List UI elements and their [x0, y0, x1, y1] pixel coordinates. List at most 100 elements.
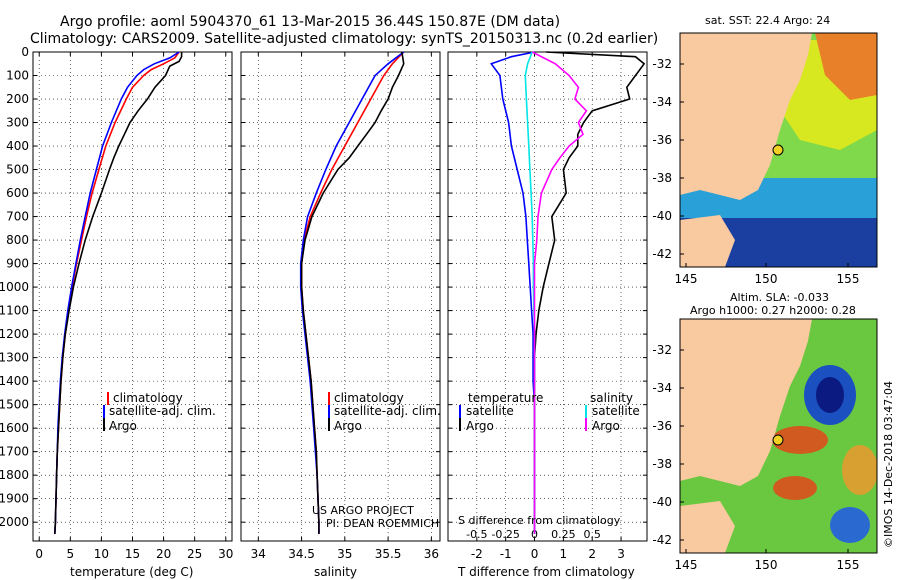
sst-tasmania [680, 215, 735, 267]
sst-hot-spot [815, 33, 877, 100]
salinity-legend: climatology satellite-adj. clim. Argo [328, 391, 441, 433]
depth-tick-label: 1500 [0, 398, 29, 412]
x-tick-label: 2 [588, 547, 596, 561]
map-x-tick-label: 150 [755, 272, 778, 286]
sla-map [679, 318, 878, 554]
salinity-panel [240, 51, 441, 542]
map-y-tick-label: -32 [652, 57, 672, 71]
depth-tick-label: 1900 [0, 492, 29, 506]
profile-lines [54, 51, 646, 534]
legend-label-climatology: climatology [113, 391, 183, 405]
title-line-1: Argo profile: aoml 5904370_61 13-Mar-201… [60, 14, 560, 30]
x-tick-label: 35 [337, 547, 352, 561]
difference-x-ticks: -2 -1 0 1 2 3 [471, 52, 625, 561]
sst-map-ticks: 145 150 155 -32 -34 -36 -38 -40 -42 [652, 57, 859, 286]
depth-tick-label: 1300 [0, 351, 29, 365]
x-tick-label: 34.5 [288, 547, 315, 561]
map-y-tick-label: -42 [652, 247, 672, 261]
map-y-tick-label: -42 [652, 533, 672, 547]
sst-argo-position-icon [772, 144, 784, 156]
depth-tick-label: 300 [6, 116, 29, 130]
depth-tick-label: 0 [21, 45, 29, 59]
depth-axis: 0 100 200 300 400 500 600 700 800 900 1000 1100 1200… [0, 45, 647, 529]
map-x-tick-label: 155 [837, 272, 860, 286]
map-y-tick-label: -36 [652, 419, 672, 433]
sla-low-2 [830, 507, 870, 543]
difference-top-ticks: -0.5 -0.25 0 0.25 0.5 [466, 528, 601, 541]
x-tick-label: 1 [560, 547, 568, 561]
map-y-tick-label: -32 [652, 343, 672, 357]
sla-tasmania [680, 501, 735, 553]
series-line-t-argo [533, 51, 646, 534]
top-tick-label: 0.25 [551, 528, 576, 541]
depth-tick-label: 2000 [0, 515, 29, 529]
x-tick-label: 30 [218, 547, 233, 561]
top-tick-label: -0.25 [491, 528, 519, 541]
sla-argo-position-icon [772, 434, 784, 446]
x-tick-label: 20 [156, 547, 171, 561]
difference-panel [447, 51, 648, 542]
map-y-tick-label: -38 [652, 171, 672, 185]
depth-tick-label: 1100 [0, 304, 29, 318]
sst-map [679, 32, 878, 268]
difference-top-label: S difference from climatology [458, 514, 621, 527]
sla-land [680, 319, 812, 486]
x-tick-label: 25 [187, 547, 202, 561]
imos-stamp: ©IMOS 14-Dec-2018 03:47:04 [882, 381, 895, 548]
x-tick-label: 34 [251, 547, 266, 561]
depth-tick-label: 1600 [0, 421, 29, 435]
x-tick-label: 3 [617, 547, 625, 561]
gridlines [33, 51, 647, 541]
legend-label-argo: Argo [334, 419, 362, 433]
map-y-tick-label: -34 [652, 381, 672, 395]
sla-map-title-1: Altim. SLA: -0.033 [730, 291, 829, 304]
legend-label-satellite: satellite-adj. clim. [334, 404, 441, 418]
map-x-tick-label: 145 [675, 558, 698, 572]
x-tick-label: 0 [531, 547, 539, 561]
temperature-x-ticks: 0 5 10 15 20 25 30 [35, 52, 233, 561]
temperature-legend: climatology satellite-adj. clim. Argo [103, 391, 216, 433]
x-tick-label: 35.5 [375, 547, 402, 561]
sst-map-title: sat. SST: 22.4 Argo: 24 [705, 14, 830, 27]
top-tick-label: 0 [531, 528, 538, 541]
depth-tick-label: 600 [6, 186, 29, 200]
sla-map-ticks: 145 150 155 -32 -34 -36 -38 -40 -42 [652, 343, 859, 572]
map-y-tick-label: -38 [652, 457, 672, 471]
depth-tick-label: 1000 [0, 280, 29, 294]
map-x-tick-label: 145 [675, 272, 698, 286]
salinity-x-ticks: 34 34.5 35 35.5 36 [251, 52, 439, 561]
sla-high-2 [773, 476, 817, 500]
legend-label-argo: Argo [109, 419, 137, 433]
depth-tick-label: 1200 [0, 327, 29, 341]
sla-low-eddy-core [816, 377, 844, 413]
map-y-tick-label: -34 [652, 95, 672, 109]
map-y-tick-label: -36 [652, 133, 672, 147]
difference-x-label: T difference from climatology [457, 565, 635, 579]
sla-high-1 [772, 426, 828, 454]
x-tick-label: 5 [66, 547, 74, 561]
series-line-satellite-adj-clim- [54, 51, 180, 534]
x-tick-label: 36 [424, 547, 439, 561]
depth-tick-label: 100 [6, 69, 29, 83]
legend-label-t-argo: Argo [466, 419, 494, 433]
temperature-x-label: temperature (deg C) [70, 565, 193, 579]
legend-label-satellite: satellite-adj. clim. [109, 404, 216, 418]
credit-line-2: PI: DEAN ROEMMICH [326, 517, 439, 530]
map-x-tick-label: 155 [837, 558, 860, 572]
title-line-2: Climatology: CARS2009. Satellite-adjuste… [30, 31, 658, 47]
salinity-x-label: salinity [314, 565, 357, 579]
depth-tick-label: 900 [6, 257, 29, 271]
x-tick-label: 10 [94, 547, 109, 561]
series-line-argo [300, 51, 405, 534]
map-y-tick-label: -40 [652, 495, 672, 509]
depth-tick-label: 1800 [0, 468, 29, 482]
credit-line-1: US ARGO PROJECT [312, 504, 414, 517]
series-line-climatology [54, 51, 180, 534]
depth-tick-label: 500 [6, 163, 29, 177]
map-x-tick-label: 150 [755, 558, 778, 572]
legend-label-s-satellite: satellite [592, 404, 640, 418]
sst-land [680, 33, 812, 200]
legend-label-t-satellite: satellite [466, 404, 514, 418]
sla-high-3 [842, 445, 877, 495]
